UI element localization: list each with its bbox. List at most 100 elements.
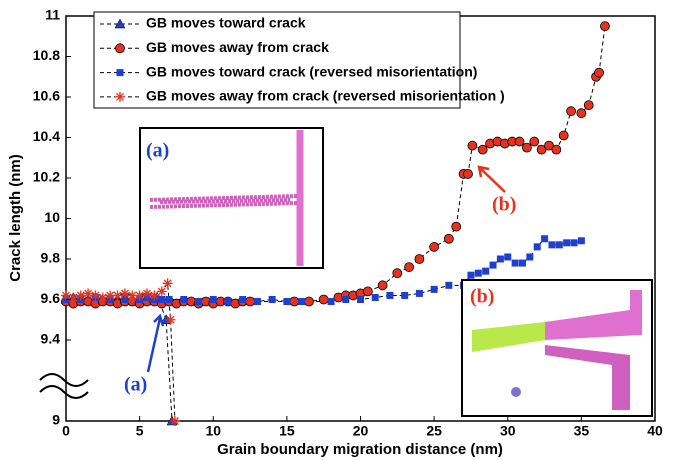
marker (372, 294, 379, 301)
chart: (a) (b) (a) (b) GB moves toward crack GB … (0, 0, 673, 460)
marker (444, 234, 453, 243)
y-tick-label: 9.6 (41, 290, 61, 306)
arrow (479, 167, 505, 192)
legend-label: GB moves away from crack (reversed misor… (146, 88, 505, 104)
y-tick-label: 9.8 (41, 250, 61, 266)
marker (142, 288, 152, 298)
marker (210, 296, 217, 303)
arrow (148, 316, 163, 372)
y-tick-label: 10.4 (33, 128, 60, 144)
y-tick-label: 10 (44, 209, 60, 225)
marker (363, 287, 372, 296)
marker (522, 143, 531, 152)
x-tick-label: 0 (62, 423, 70, 439)
marker (180, 296, 187, 303)
marker (246, 297, 255, 306)
marker (254, 298, 261, 305)
marker (482, 268, 489, 275)
x-axis-label: Grain boundary migration distance (nm) (217, 441, 503, 458)
marker (512, 260, 519, 267)
marker (468, 141, 477, 150)
x-tick-label: 35 (574, 423, 590, 439)
marker (319, 295, 328, 304)
marker (563, 239, 570, 246)
marker (415, 255, 424, 264)
x-tick-label: 20 (353, 423, 369, 439)
marker (386, 292, 393, 299)
marker (90, 290, 100, 300)
marker (170, 416, 180, 426)
annotation: (b) (492, 194, 516, 216)
marker (157, 286, 167, 296)
marker (567, 107, 576, 116)
marker (584, 101, 593, 110)
marker (452, 222, 461, 231)
marker (401, 292, 408, 299)
marker (163, 278, 173, 288)
marker (120, 288, 130, 298)
marker (239, 296, 246, 303)
x-tick-label: 10 (205, 423, 221, 439)
x-tick-label: 15 (279, 423, 295, 439)
marker (113, 290, 123, 300)
x-tick-label: 30 (500, 423, 516, 439)
marker (304, 297, 313, 306)
axis-break (40, 374, 88, 398)
marker (478, 145, 487, 154)
legend-label: GB moves toward crack (146, 15, 306, 31)
marker (298, 298, 305, 305)
inset-b: (b) (462, 280, 652, 416)
marker (283, 298, 290, 305)
marker (475, 270, 482, 277)
marker (195, 298, 202, 305)
marker (416, 290, 423, 297)
y-tick-label: 11 (45, 7, 60, 23)
marker (116, 44, 125, 53)
y-tick-label: 10.6 (33, 88, 60, 104)
marker (269, 296, 276, 303)
marker (393, 269, 402, 278)
marker (115, 92, 125, 102)
y-tick-label: 9 (52, 412, 60, 428)
marker (463, 169, 472, 178)
marker (405, 263, 414, 272)
marker (497, 256, 504, 263)
inset-label: (a) (146, 140, 169, 162)
y-axis-label: Crack length (nm) (7, 154, 24, 282)
marker (515, 137, 524, 146)
marker (504, 253, 511, 260)
marker (342, 296, 349, 303)
series-line (66, 297, 172, 421)
marker (117, 69, 124, 76)
marker (68, 292, 78, 302)
marker (541, 235, 548, 242)
marker (526, 253, 533, 260)
marker (378, 281, 387, 290)
marker (357, 296, 364, 303)
marker (224, 298, 231, 305)
marker (76, 290, 86, 300)
marker (559, 131, 568, 140)
marker (519, 260, 526, 267)
marker (534, 243, 541, 250)
legend-label: GB moves away from crack (146, 39, 329, 55)
inset-a: (a) (140, 128, 323, 268)
y-tick-label: 10.2 (33, 169, 60, 185)
marker (430, 242, 439, 251)
annotation: (a) (124, 374, 147, 396)
marker (552, 145, 561, 154)
marker (290, 297, 299, 306)
marker (530, 137, 539, 146)
marker (61, 290, 71, 300)
x-tick-label: 5 (136, 423, 144, 439)
marker (83, 288, 93, 298)
marker (467, 272, 474, 279)
marker (578, 237, 585, 244)
inset-label: (b) (470, 286, 494, 308)
marker (577, 109, 586, 118)
marker (166, 296, 173, 303)
marker (445, 282, 452, 289)
marker (431, 286, 438, 293)
legend-label: GB moves toward crack (reversed misorien… (146, 63, 477, 79)
x-tick-label: 25 (426, 423, 442, 439)
